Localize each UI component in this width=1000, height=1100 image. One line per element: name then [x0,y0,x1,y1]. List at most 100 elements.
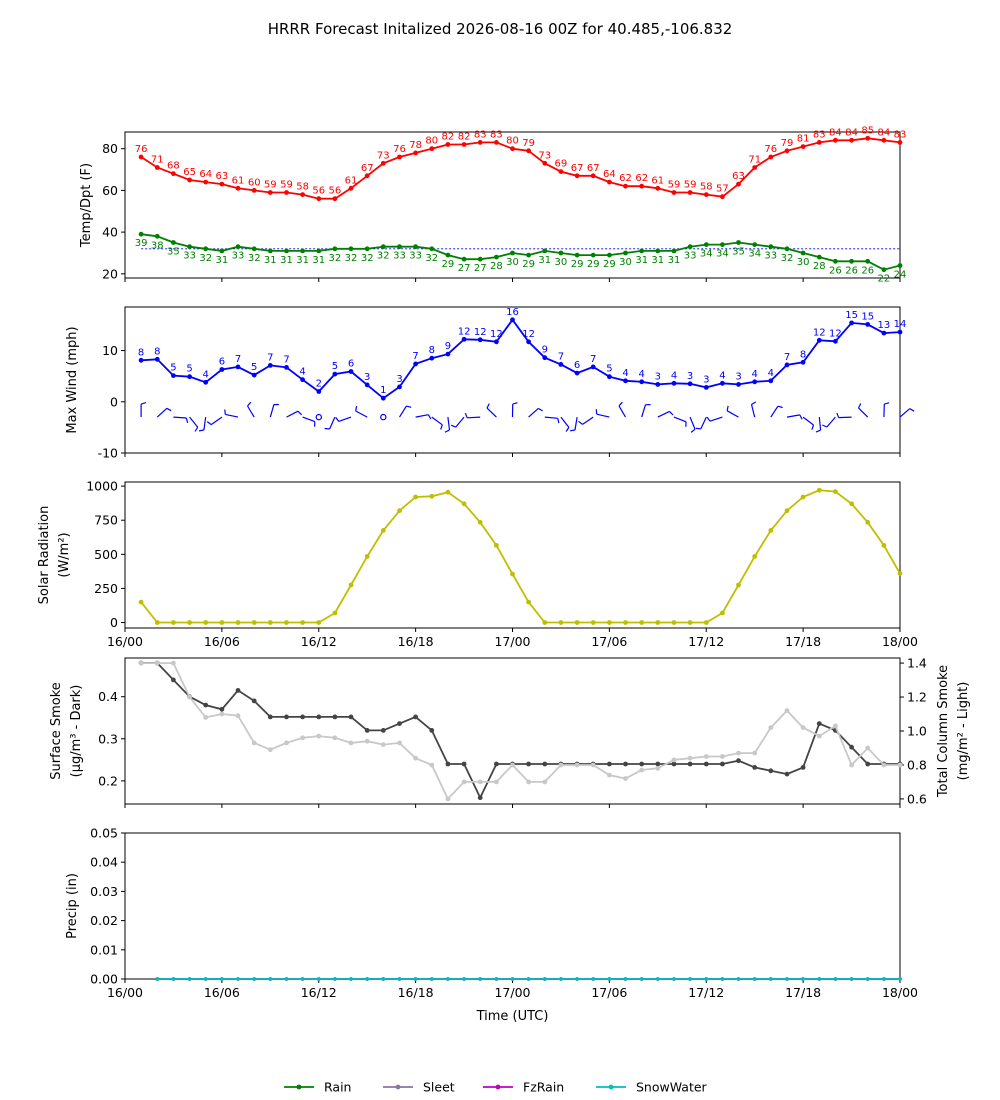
y-tick-label: 500 [94,547,118,562]
data-point [574,173,580,179]
x-tick-label: 18/00 [882,985,918,1000]
data-point [219,367,225,372]
wind-barb [302,416,316,427]
data-label: 5 [170,363,176,374]
data-point [784,771,790,777]
data-point [316,248,322,254]
data-label: 71 [151,155,164,166]
data-point [897,762,903,768]
legend-label: Rain [324,1080,351,1095]
data-label: 9 [445,341,451,352]
data-point [752,379,758,385]
data-label: 58 [296,182,309,193]
data-point [752,242,758,248]
data-point [413,494,418,500]
data-label: 80 [425,136,438,147]
data-label: 76 [764,144,777,155]
data-point [236,977,240,981]
y-axis-label-right-line2: (mg/m² - Light) [956,682,971,781]
data-label: 39 [135,238,148,249]
data-point [461,761,467,767]
data-point [381,977,386,981]
data-point [736,758,741,764]
data-point [413,977,418,981]
data-point [752,977,757,981]
data-label: 32 [329,253,342,264]
data-point [316,714,322,720]
series-line-1 [141,318,901,400]
data-label: 9 [542,345,548,356]
data-point [429,246,435,252]
data-point [251,372,257,378]
y-axis-label-line1: Solar Radiation [37,506,52,605]
data-point [704,977,709,981]
data-label: 79 [522,138,535,149]
data-label: 5 [332,361,338,372]
wind-barb [770,405,783,418]
data-label: 61 [651,175,664,186]
data-point [687,381,693,387]
data-point [138,660,144,666]
y-tick-label: 250 [94,581,118,596]
x-tick-label: 17/18 [785,985,821,1000]
data-point [477,519,483,525]
data-label: 78 [409,140,422,151]
data-label: 59 [280,180,293,191]
data-point [623,977,628,981]
data-label: 7 [267,352,273,363]
data-label: 32 [781,253,794,264]
data-point [833,723,838,729]
data-point [623,761,628,767]
data-label: 3 [364,372,370,383]
data-label: 7 [558,351,564,362]
data-point [300,248,305,254]
data-point [477,256,483,262]
data-label: 67 [571,163,584,174]
data-label: 26 [845,265,858,276]
data-label: 81 [797,134,810,145]
data-label: 22 [878,274,891,285]
data-point [348,582,354,588]
data-point [897,571,903,576]
data-point [655,620,661,625]
data-label: 30 [797,257,810,268]
data-point [671,761,677,767]
data-label: 26 [829,265,842,276]
data-point [623,776,628,781]
data-label: 7 [412,351,418,362]
legend-label: SnowWater [636,1080,708,1095]
data-point [800,250,806,256]
data-point [316,733,322,739]
data-point [558,762,564,768]
data-label: 33 [764,251,777,262]
data-point [203,702,209,708]
data-label: 7 [784,352,790,363]
legend-item-sleet: Sleet [383,1080,455,1095]
data-point [865,135,871,141]
data-point [736,382,741,387]
panel-4: 0.2 0.3 0.4 Surface Smoke (μg/m³ - Dark) 0.6 0… [49,656,971,808]
data-label: 3 [396,374,402,385]
data-point [235,620,241,625]
panel-frame [124,657,901,805]
data-label: 68 [167,161,180,172]
data-point [220,977,224,981]
data-point [816,337,822,343]
wind-barb [189,416,199,432]
data-point [590,364,596,370]
data-point [267,190,273,195]
wind-barb [511,402,518,418]
y-tick-label: 0.05 [90,826,118,841]
data-point [688,977,692,981]
wind-barb [822,416,836,428]
data-point [397,977,402,981]
wind-barb [815,417,822,433]
data-point [687,761,693,767]
data-point [380,160,386,166]
data-point [364,554,370,559]
data-point [559,977,563,981]
data-point [656,977,660,981]
data-point [397,244,402,250]
data-label: 73 [377,150,390,161]
